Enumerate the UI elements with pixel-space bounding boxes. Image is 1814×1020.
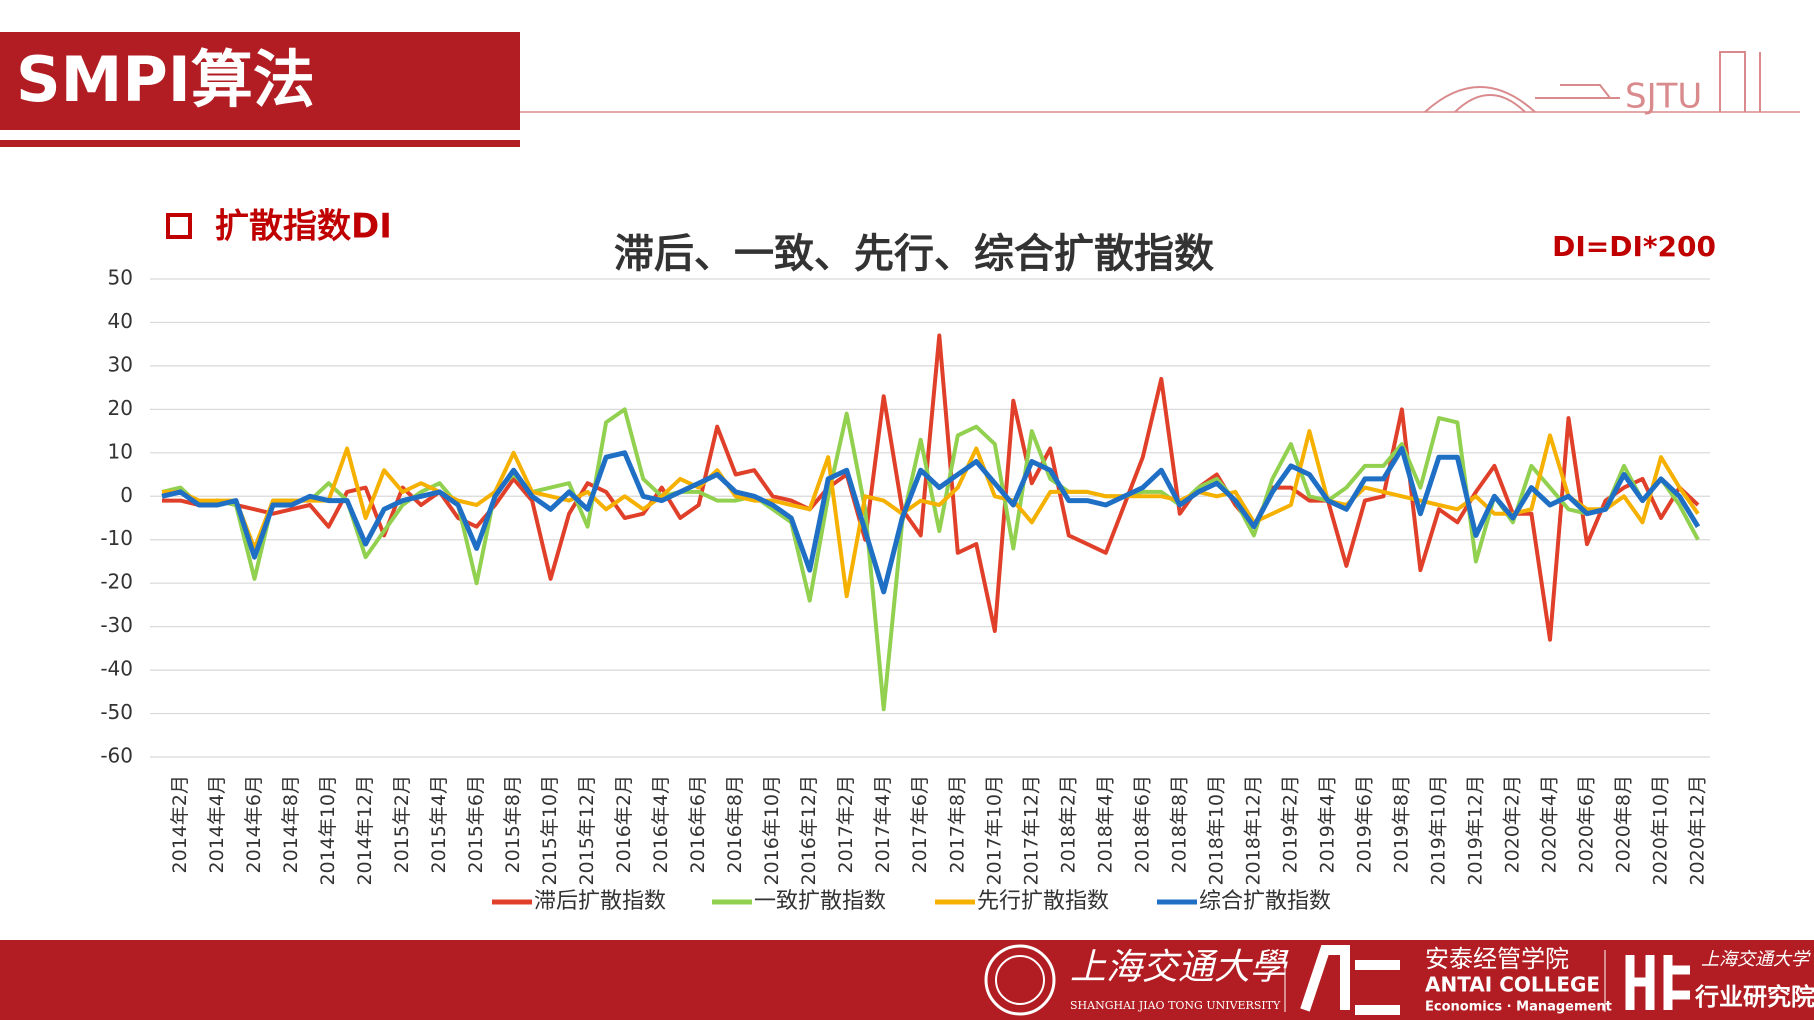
x-tick-label: 2014年2月 (169, 775, 191, 873)
x-tick-label: 2017年4月 (872, 775, 894, 873)
y-tick-label: -40 (100, 657, 133, 681)
x-tick-label: 2020年12月 (1687, 775, 1709, 886)
x-tick-label: 2019年4月 (1316, 775, 1338, 873)
y-tick-label: -10 (100, 526, 133, 550)
annotation: DI=DI*200 (1552, 230, 1716, 263)
y-tick-label: -20 (100, 570, 133, 594)
x-tick-label: 2020年2月 (1501, 775, 1523, 873)
footer-sjtu-cn: 上海交通大學 (1070, 947, 1289, 988)
x-tick-label: 2017年8月 (946, 775, 968, 873)
legend-label: 综合扩散指数 (1199, 889, 1331, 914)
data-line (161, 446, 1701, 595)
footer-bar (0, 940, 1814, 1020)
y-tick-label: 20 (108, 396, 133, 420)
legend-label: 先行扩散指数 (977, 889, 1109, 914)
x-tick-label: 2018年2月 (1057, 775, 1079, 873)
x-tick-label: 2016年2月 (613, 775, 635, 873)
x-tick-label: 2016年8月 (724, 775, 746, 873)
x-tick-label: 2015年10月 (539, 775, 561, 886)
x-tick-label: 2016年4月 (650, 775, 672, 873)
x-tick-label: 2019年2月 (1279, 775, 1301, 873)
x-tick-label: 2019年10月 (1427, 775, 1449, 886)
x-tick-label: 2014年4月 (206, 775, 228, 873)
x-tick-label: 2014年6月 (243, 775, 265, 873)
chart-title: 滞后、一致、先行、综合扩散指数 (614, 231, 1214, 277)
x-tick-label: 2015年4月 (428, 775, 450, 873)
y-tick-label: 0 (120, 483, 133, 507)
inst-logo (1625, 955, 1690, 1010)
plot: -60 -50 -40 -30 -20 -10 0 10 20 30 40 50 2014年2月 2014… (100, 266, 1710, 914)
x-tick-label: 2019年8月 (1390, 775, 1412, 873)
y-tick-label: 50 (108, 266, 133, 290)
footer-antai-sub: Economics · Management (1425, 1000, 1612, 1015)
x-tick-label: 2018年10月 (1205, 775, 1227, 886)
header-bar (0, 32, 520, 130)
x-tick-label: 2016年12月 (798, 775, 820, 886)
x-tick-label: 2017年10月 (983, 775, 1005, 886)
section-title: 扩散指数DI (215, 207, 392, 247)
y-tick-label: -30 (100, 613, 133, 637)
footer-inst: 行业研究院 (1694, 983, 1814, 1011)
sjtu-seal (984, 944, 1056, 1016)
sjtu-logo (1424, 51, 1761, 113)
x-tick-label: 2018年8月 (1168, 775, 1190, 873)
y-tick-label: 10 (108, 439, 133, 463)
x-tick-label: 2019年6月 (1353, 775, 1375, 873)
x-tick-label: 2015年12月 (576, 775, 598, 886)
data-line (162, 429, 1700, 599)
data-line (162, 333, 1700, 642)
y-tick-label: 40 (108, 309, 133, 333)
footer-antai-cn: 安泰经管学院 (1425, 945, 1569, 973)
x-tick-label: 2018年12月 (1242, 775, 1264, 886)
x-tick-label: 2017年2月 (835, 775, 857, 873)
x-tick-label: 2014年8月 (280, 775, 302, 873)
bullet (166, 213, 192, 239)
footer-antai-en: ANTAI COLLEGE (1425, 973, 1600, 997)
x-tick-label: 2014年12月 (354, 775, 376, 886)
legend-label: 滞后扩散指数 (534, 889, 666, 914)
x-tick-label: 2020年4月 (1538, 775, 1560, 873)
slide-title: SMPI算法 (16, 43, 315, 116)
footer-inst-top: 上海交通大学 (1701, 949, 1811, 970)
y-tick-label: -50 (100, 700, 133, 724)
header-stripe (0, 140, 520, 147)
x-tick-label: 2016年10月 (761, 775, 783, 886)
y-tick-label: 30 (108, 352, 133, 376)
x-tick-label: 2014年10月 (317, 775, 339, 886)
x-tick-label: 2020年6月 (1575, 775, 1597, 873)
x-tick-label: 2020年10月 (1649, 775, 1671, 886)
x-tick-label: 2015年2月 (391, 775, 413, 873)
y-tick-label: -60 (100, 744, 133, 768)
data-line (161, 407, 1700, 712)
x-tick-label: 2019年12月 (1464, 775, 1486, 886)
x-tick-label: 2016年6月 (687, 775, 709, 873)
x-tick-label: 2017年6月 (909, 775, 931, 873)
x-tick-label: 2017年12月 (1020, 775, 1042, 886)
x-tick-label: 2018年4月 (1094, 775, 1116, 873)
acem-logo (1300, 945, 1400, 1015)
x-tick-label: 2018年6月 (1131, 775, 1153, 873)
x-tick-label: 2015年8月 (502, 775, 524, 873)
logo-text: SJTU (1625, 77, 1702, 117)
x-tick-label: 2020年8月 (1612, 775, 1634, 873)
x-tick-label: 2015年6月 (465, 775, 487, 873)
legend-label: 一致扩散指数 (754, 889, 886, 914)
sjtu-seal-inner (995, 955, 1045, 1005)
footer-sjtu-en: SHANGHAI JIAO TONG UNIVERSITY (1070, 999, 1281, 1012)
